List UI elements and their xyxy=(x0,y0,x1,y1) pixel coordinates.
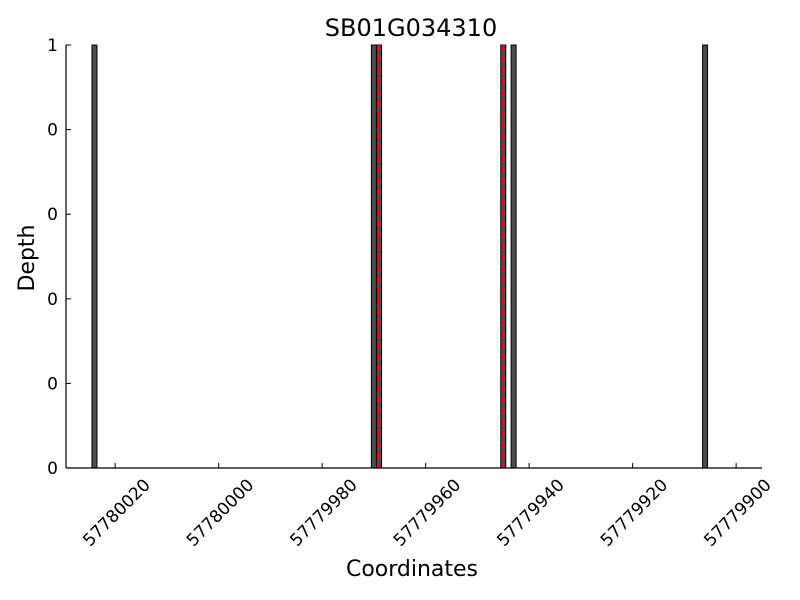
depth-bar xyxy=(370,44,377,469)
x-ticks: 57780020 57780000 57779980 57779960 57779940… xyxy=(79,463,776,551)
y-axis-label: Depth xyxy=(15,224,40,291)
y-tick-label: 0 xyxy=(47,121,58,141)
highlight-group xyxy=(377,45,505,468)
x-tick-label: 57779980 xyxy=(286,475,361,550)
x-tick-label: 57780000 xyxy=(183,475,258,550)
y-ticks: 0 0 0 0 0 1 xyxy=(47,36,71,479)
x-tick-label: 57780020 xyxy=(79,475,154,550)
depth-bar xyxy=(510,44,517,469)
x-tick-label: 57779900 xyxy=(700,475,775,550)
x-tick-label: 57779960 xyxy=(390,475,465,550)
bar-group xyxy=(91,44,709,469)
x-tick-label: 57779940 xyxy=(493,475,568,550)
y-tick-label: 0 xyxy=(47,290,58,310)
x-axis-label: Coordinates xyxy=(346,557,478,582)
y-tick-label: 0 xyxy=(47,459,58,479)
x-tick-label: 57779920 xyxy=(597,475,672,550)
y-tick-label: 1 xyxy=(47,36,58,56)
depth-bar xyxy=(702,44,709,469)
y-tick-label: 0 xyxy=(47,374,58,394)
y-tick-label: 0 xyxy=(47,205,58,225)
chart-title: SB01G034310 xyxy=(325,14,497,42)
depth-bar xyxy=(91,44,98,469)
